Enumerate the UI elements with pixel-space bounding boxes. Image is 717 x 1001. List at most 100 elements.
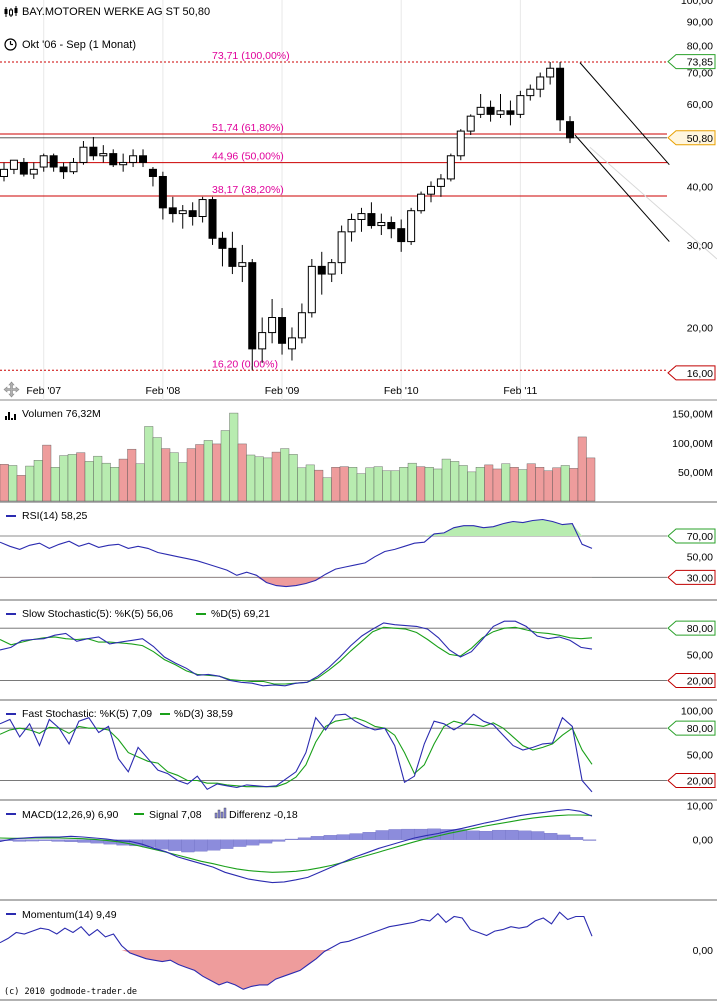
signal-label: Signal 7,08 <box>149 809 202 821</box>
fast-stoch-k-line <box>0 713 593 793</box>
macd-hist-bar <box>246 839 260 846</box>
volume-bar <box>59 455 69 502</box>
volume-bar <box>237 443 247 502</box>
volume-bar <box>118 458 128 502</box>
volume-bar <box>305 464 315 502</box>
candle-body <box>158 175 167 209</box>
slow-stoch-label: Slow Stochastic(5): %K(5) 56,06 <box>22 608 173 620</box>
macd-hist-bar <box>284 838 299 840</box>
candle-body <box>556 67 565 121</box>
price-label-box <box>667 54 716 70</box>
fast-stoch-ytick: 100,00 <box>681 706 713 718</box>
candle-body <box>337 231 346 264</box>
candle-body <box>506 110 515 115</box>
price-ytick: 40,00 <box>687 181 713 193</box>
slow-stoch-20-label-box <box>667 673 716 689</box>
volume-bar <box>246 454 256 502</box>
rsi-70-label: 70,00 <box>687 531 713 543</box>
chart-type-icon <box>4 6 19 21</box>
price-ytick: 90,00 <box>687 16 713 28</box>
candle-body <box>39 155 48 168</box>
candle-body <box>129 155 138 163</box>
macd-hist-bar <box>297 837 312 840</box>
candle-body <box>268 317 277 334</box>
rsi-70-label-box <box>667 528 716 544</box>
volume-bar <box>212 443 222 502</box>
volume-bar <box>458 465 468 502</box>
candle-body <box>109 153 118 166</box>
macd-hist-bar <box>569 837 584 840</box>
volume-bar <box>220 430 230 502</box>
volume-bar <box>25 465 35 502</box>
volume-bar <box>127 448 137 502</box>
fib-label: 16,20 (0,00%) <box>212 358 278 370</box>
candle-body <box>228 247 237 267</box>
candle-body <box>119 161 128 166</box>
rsi-30-label-box <box>667 569 716 585</box>
slow-stoch-80-label-box <box>667 620 716 636</box>
volume-bar <box>356 473 366 502</box>
volume-icon-bar <box>14 414 16 420</box>
volume-bar <box>16 475 26 502</box>
price-label: 16,00 <box>687 368 713 380</box>
macd-hist-bar <box>233 839 247 847</box>
macd-hist-bar <box>194 839 208 852</box>
candle-body <box>248 262 257 350</box>
channel-lower-line <box>574 134 670 242</box>
fib-label: 73,71 (100,00%) <box>212 50 290 62</box>
macd-hist-bar <box>310 836 325 840</box>
volume-bar <box>450 461 460 502</box>
slow-stoch-80-label-group: 80,00 <box>667 620 716 636</box>
volume-bar <box>467 471 477 502</box>
candle-body <box>238 262 247 267</box>
macd-hist-bar <box>64 839 78 842</box>
volume-bar <box>8 465 18 502</box>
candle-body <box>417 193 426 212</box>
macd-hist-bar <box>336 834 350 840</box>
volume-bar <box>526 463 536 502</box>
macd-signal-line <box>0 814 593 873</box>
fib-label: 44,96 (50,00%) <box>212 151 284 163</box>
macd-hist-bar <box>12 839 27 842</box>
candle-body <box>29 168 38 175</box>
differenz-icon-bar <box>214 812 218 819</box>
volume-bar <box>560 465 570 502</box>
price-xtick: Feb '07 <box>26 385 61 397</box>
macd-line <box>0 808 593 884</box>
candle-body <box>446 155 455 180</box>
volume-bar <box>254 456 264 502</box>
volume-bar <box>33 460 43 502</box>
macd-hist-bar <box>375 830 389 840</box>
clock-icon <box>4 38 17 54</box>
volume-bar <box>229 412 239 502</box>
macd-ytick: 10,00 <box>687 800 713 812</box>
differenz-icon-bar <box>223 807 227 819</box>
move-icon[interactable] <box>3 381 20 401</box>
volume-bar <box>416 466 426 502</box>
candle-body <box>327 262 336 275</box>
rsi-line <box>0 518 593 588</box>
price-ytick: 30,00 <box>687 240 713 252</box>
fast-stoch-20-label-box <box>667 773 716 789</box>
volume-bar <box>586 457 596 502</box>
volume-bar <box>441 458 451 502</box>
macd-hist-bar <box>544 833 558 840</box>
volume-bar <box>169 452 179 502</box>
candle-body <box>278 317 287 344</box>
momentum-ytick: 0,00 <box>693 945 714 957</box>
rsi-30-label: 30,00 <box>687 572 713 584</box>
volume-bar <box>314 469 324 502</box>
rsi-ytick: 50,00 <box>687 552 713 564</box>
volume-bar <box>569 468 579 502</box>
candle-body <box>317 265 326 275</box>
rsi-oversold-fill <box>0 577 592 587</box>
volume-bar <box>101 462 111 502</box>
volume-bar <box>195 444 205 502</box>
volume-bar <box>475 467 485 502</box>
volume-bar <box>280 448 290 502</box>
candle-body <box>79 146 88 163</box>
macd-hist-bar <box>388 829 402 840</box>
volume-bar <box>552 467 562 502</box>
period-label: Okt '06 - Sep (1 Monat) <box>22 39 136 51</box>
